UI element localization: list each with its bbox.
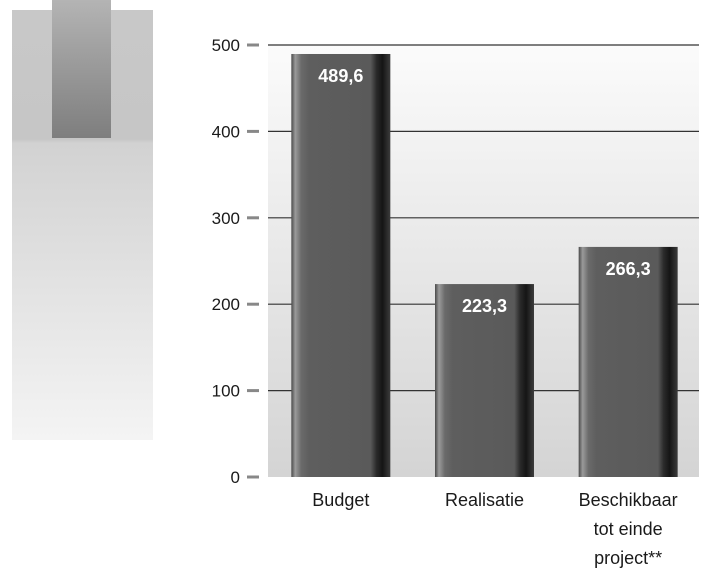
y-tick-mark-400 [247, 129, 259, 133]
y-tick-mark-100 [247, 389, 259, 393]
y-tick-label-100: 100 [212, 382, 240, 401]
y-tick-label-500: 500 [212, 36, 240, 55]
y-tick-mark-0 [247, 475, 259, 479]
y-tick-label-200: 200 [212, 295, 240, 314]
y-tick-mark-300 [247, 216, 259, 220]
y-axis: 0 100 200 300 400 500 [212, 36, 259, 487]
y-tick-mark-500 [247, 43, 259, 47]
bar-0 [291, 53, 391, 478]
y-tick-label-300: 300 [212, 209, 240, 228]
y-tick-label-400: 400 [212, 122, 240, 141]
y-tick-mark-200 [247, 302, 259, 306]
y-tick-label-0: 0 [231, 468, 240, 487]
x-tick-label-0-line-0: Budget [312, 490, 369, 510]
x-tick-label-2-line-1: tot einde [594, 519, 663, 539]
value-label-2: 266,3 [606, 259, 651, 279]
x-tick-label-2-line-2: project** [594, 548, 662, 568]
bar-1 [435, 284, 534, 477]
value-label-0: 489,6 [318, 66, 363, 86]
bar-2 [578, 246, 678, 477]
x-tick-label-2-line-0: Beschikbaar [579, 490, 678, 510]
x-axis-labels: Budget Realisatie Beschikbaar tot einde proj… [312, 490, 677, 568]
bars: 489,6 223,3 266,3 [291, 53, 678, 478]
value-label-1: 223,3 [462, 296, 507, 316]
x-tick-label-1-line-0: Realisatie [445, 490, 524, 510]
decorative-top-bar [52, 0, 111, 138]
